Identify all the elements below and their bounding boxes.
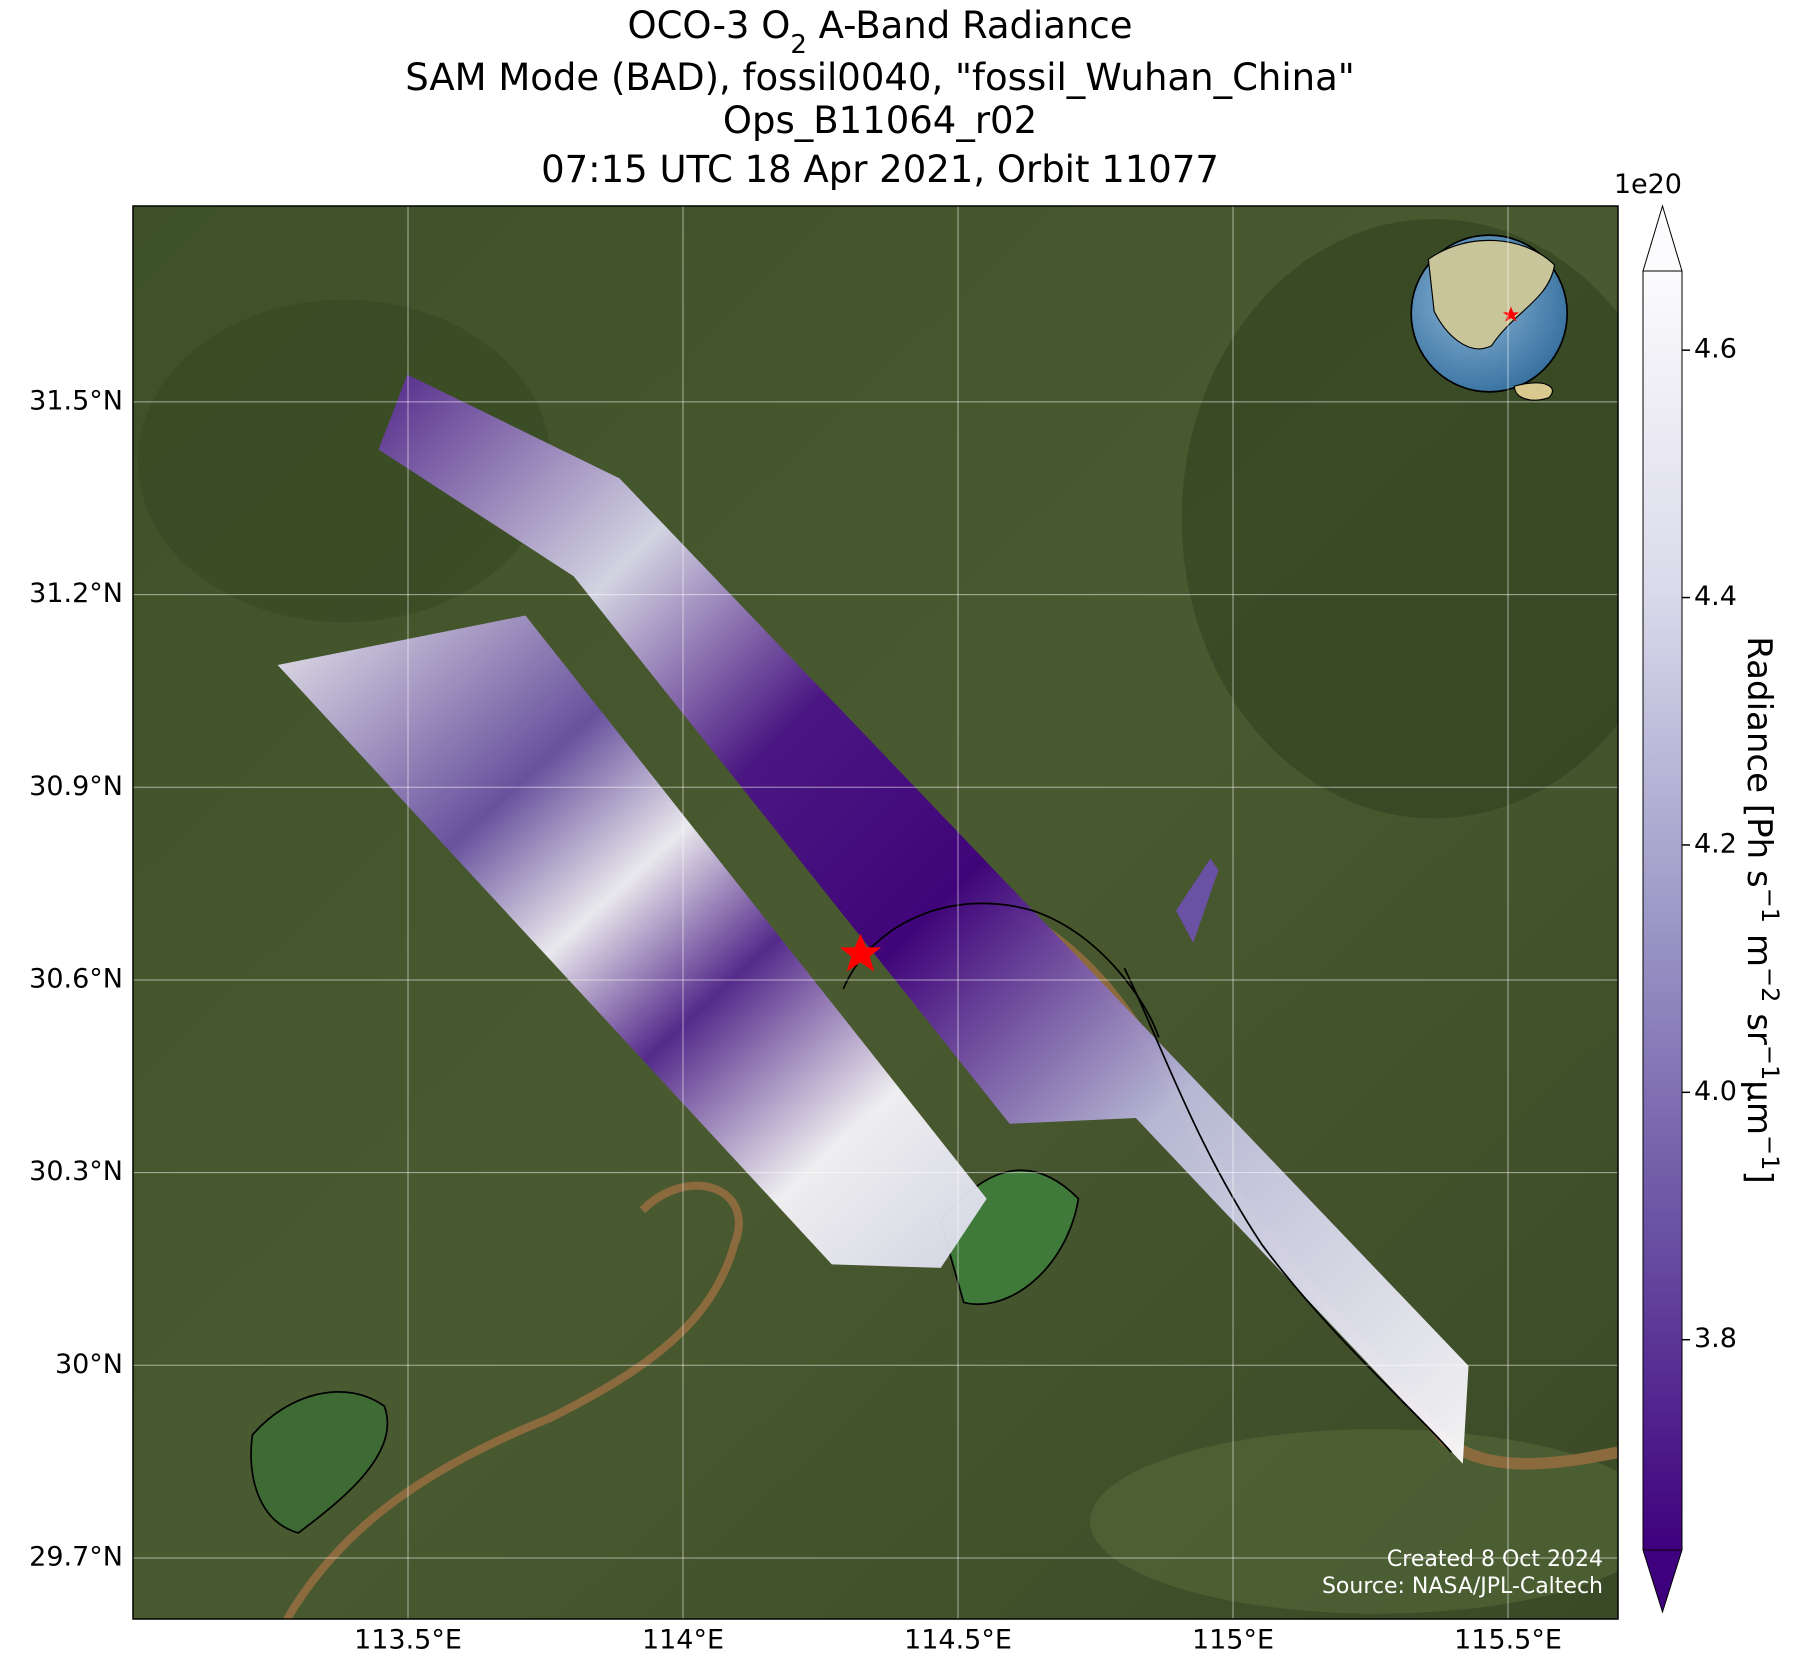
colorbar-gradient [1643, 271, 1682, 1550]
colorbar-tick-label: 3.8 [1694, 1323, 1737, 1354]
lake [250, 1391, 389, 1534]
terrain [137, 299, 551, 623]
colorbar-edge [1642, 271, 1683, 1550]
colorbar: 1e20 Radiance [Ph s−1 m−2 sr−1µm−1] 3.84… [1614, 169, 1784, 1614]
y-tick-label: 31.5°N [29, 385, 123, 416]
title-line: SAM Mode (BAD), fossil0040, "fossil_Wuha… [405, 56, 1355, 99]
x-tick-label: 114°E [642, 1625, 724, 1656]
title-subscript: 2 [790, 30, 807, 60]
river [283, 1181, 743, 1619]
title-line: Ops_B11064_r02 [723, 99, 1037, 142]
colorbar-label-part: −1 [1756, 1135, 1784, 1170]
x-tick-label: 115.5°E [1454, 1625, 1562, 1656]
map-frame [132, 205, 1619, 1620]
colorbar-tick-label: 4.4 [1694, 581, 1737, 612]
colorbar-extend [1642, 204, 1683, 272]
site-marker [839, 933, 882, 972]
colorbar-label-part: ] [1739, 1170, 1779, 1183]
axes: 113.5°E 114°E 114.5°E 115°E 115.5°E 29.7°N 30°… [29, 385, 1562, 1655]
x-tick-label: 114.5°E [904, 1625, 1012, 1656]
colorbar-label-part: −1 [1756, 888, 1784, 923]
y-tick-label: 30.6°N [29, 963, 123, 994]
grid [133, 206, 1618, 1619]
title: OCO-3 O2 A-Band Radiance SAM Mode (BAD),… [405, 4, 1355, 191]
x-tick-label: 113.5°E [354, 1625, 462, 1656]
globe-marker [1502, 306, 1520, 322]
title-line: OCO-3 O2 A-Band Radiance [627, 4, 1132, 60]
colorbar-label-part: −1 [1756, 1045, 1784, 1080]
swath [277, 615, 987, 1268]
colorbar-tick-label: 4.0 [1694, 1076, 1737, 1107]
y-tick-label: 30°N [55, 1349, 123, 1380]
title-text: OCO-3 O [627, 4, 790, 47]
colorbar-exponent: 1e20 [1614, 169, 1682, 200]
title-line: 07:15 UTC 18 Apr 2021, Orbit 11077 [541, 148, 1219, 191]
colorbar-label-part: µm [1739, 1080, 1779, 1135]
colorbar-label: Radiance [Ph s−1 m−2 sr−1µm−1] [1739, 636, 1784, 1183]
globe-land [1513, 382, 1554, 401]
terrain [1090, 1429, 1618, 1614]
shoreline [1123, 967, 1452, 1453]
colorbar-tick-label: 4.6 [1694, 334, 1737, 365]
colorbar-label-part: m [1739, 923, 1779, 967]
y-tick-label: 30.3°N [29, 1156, 123, 1187]
credit: Created 8 Oct 2024 [1387, 1547, 1603, 1572]
y-tick-label: 31.2°N [29, 578, 123, 609]
y-tick-label: 29.7°N [29, 1541, 123, 1572]
map-area: Created 8 Oct 2024 Source: NASA/JPL-Calt… [133, 206, 1618, 1619]
map-layer [137, 219, 1618, 1619]
swath [378, 374, 1469, 1464]
colorbar-tick-label: 4.2 [1694, 828, 1737, 859]
colorbar-label-part: Radiance [Ph s [1739, 636, 1779, 887]
credit: Source: NASA/JPL-Caltech [1322, 1574, 1603, 1599]
colorbar-label-part: sr [1739, 1002, 1779, 1045]
colorbar-label-part: −2 [1756, 967, 1784, 1002]
colorbar-extend [1642, 1549, 1683, 1614]
swath [1175, 858, 1219, 943]
inset-globe [1410, 234, 1569, 401]
title-text: A-Band Radiance [807, 4, 1133, 47]
globe-land [1427, 239, 1556, 350]
x-tick-label: 115°E [1192, 1625, 1274, 1656]
y-tick-label: 30.9°N [29, 771, 123, 802]
